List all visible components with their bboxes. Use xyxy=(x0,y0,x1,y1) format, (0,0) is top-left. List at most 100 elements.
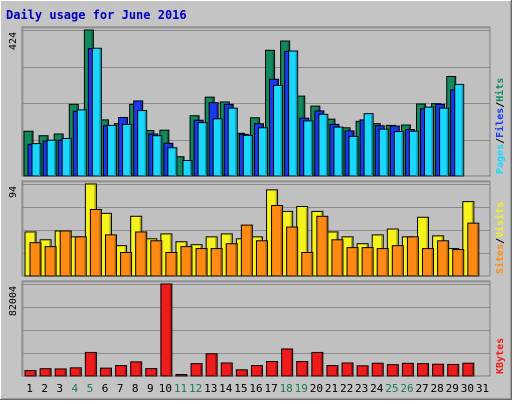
bar-pages-day-16 xyxy=(257,127,268,177)
bar-kbytes-day-6 xyxy=(99,367,112,377)
bar-sites-day-5 xyxy=(89,208,102,277)
bar-sites-day-10 xyxy=(165,252,178,277)
x-tick-label-5: 5 xyxy=(87,382,94,395)
bar-sites-day-7 xyxy=(120,252,133,277)
x-tick-label-14: 14 xyxy=(219,382,233,395)
bar-pages-day-27 xyxy=(424,106,435,177)
legend-item-visits: Visits xyxy=(494,202,506,238)
bar-sites-day-27 xyxy=(422,248,435,277)
x-tick-label-3: 3 xyxy=(56,382,63,395)
bar-kbytes-day-1 xyxy=(24,370,37,377)
bar-kbytes-day-12 xyxy=(190,363,203,377)
bar-pages-day-26 xyxy=(408,130,419,177)
bar-pages-day-23 xyxy=(363,113,374,177)
bar-pages-day-4 xyxy=(76,109,87,177)
bar-kbytes-day-9 xyxy=(145,368,158,377)
x-tick-label-24: 24 xyxy=(370,382,384,395)
bar-kbytes-day-16 xyxy=(250,365,263,377)
bar-kbytes-day-15 xyxy=(235,369,248,377)
x-tick-label-29: 29 xyxy=(446,382,459,395)
bar-pages-day-13 xyxy=(212,118,223,177)
bar-pages-day-12 xyxy=(197,122,208,177)
legend-item-kbytes: KBytes xyxy=(495,338,506,374)
bar-pages-day-9 xyxy=(152,135,163,177)
x-tick-label-21: 21 xyxy=(325,382,338,395)
bar-kbytes-day-21 xyxy=(326,365,339,377)
panel-kbytes: 82004 KBytes xyxy=(8,280,506,377)
x-tick-label-31: 31 xyxy=(476,382,489,395)
bar-pages-day-24 xyxy=(378,128,389,177)
bar-sites-day-30 xyxy=(467,222,480,277)
y-max-label-visits: 94 xyxy=(8,186,19,198)
bar-pages-day-14 xyxy=(227,107,238,177)
bar-kbytes-day-25 xyxy=(386,364,399,377)
bar-sites-day-8 xyxy=(135,231,148,277)
bar-sites-day-21 xyxy=(331,239,344,277)
bar-kbytes-day-8 xyxy=(130,361,143,377)
bar-pages-day-19 xyxy=(303,120,314,177)
bar-pages-day-6 xyxy=(106,124,117,177)
x-tick-label-22: 22 xyxy=(340,382,353,395)
x-tick-label-6: 6 xyxy=(102,382,109,395)
x-tick-label-16: 16 xyxy=(249,382,262,395)
bar-kbytes-day-22 xyxy=(341,362,354,377)
x-tick-label-9: 9 xyxy=(147,382,154,395)
bar-sites-day-22 xyxy=(346,247,359,277)
chart-title: Daily usage for June 2016 xyxy=(6,8,187,22)
bar-sites-day-28 xyxy=(437,240,450,277)
bar-pages-day-21 xyxy=(333,126,344,177)
x-tick-label-20: 20 xyxy=(310,382,323,395)
x-tick-label-13: 13 xyxy=(204,382,217,395)
bar-sites-day-15 xyxy=(240,224,253,277)
chart-panels: 424 Pages/Files/Hits 94 Sites/Visits 82004 KB… xyxy=(8,26,506,377)
bar-pages-day-7 xyxy=(122,123,133,177)
bar-kbytes-day-24 xyxy=(371,362,384,377)
bar-kbytes-day-4 xyxy=(69,367,82,377)
bar-pages-day-29 xyxy=(454,83,465,177)
bar-kbytes-day-10 xyxy=(160,283,173,377)
x-tick-label-15: 15 xyxy=(234,382,247,395)
bar-sites-day-17 xyxy=(271,205,284,277)
x-axis-labels: 1 2 3 4 5 6 7 8 9 10 11 12 13 14 15 16 17 18 19 20 21 22 23 24 2… xyxy=(26,382,489,395)
bar-kbytes-day-29 xyxy=(447,363,460,377)
x-tick-label-7: 7 xyxy=(117,382,124,395)
bar-sites-day-11 xyxy=(180,246,193,277)
y-max-label-hits: 424 xyxy=(8,32,19,50)
x-tick-label-19: 19 xyxy=(295,382,308,395)
bar-pages-day-5 xyxy=(91,47,102,177)
x-tick-label-28: 28 xyxy=(431,382,444,395)
bar-kbytes-day-20 xyxy=(311,351,324,377)
x-tick-label-30: 30 xyxy=(461,382,474,395)
bar-kbytes-day-3 xyxy=(54,368,67,377)
bar-pages-day-11 xyxy=(182,160,193,177)
bar-sites-day-23 xyxy=(361,247,374,277)
legend-item-hits: Hits xyxy=(494,78,506,102)
x-tick-label-4: 4 xyxy=(72,382,79,395)
bar-kbytes-day-30 xyxy=(462,362,475,377)
x-tick-label-12: 12 xyxy=(189,382,202,395)
x-tick-label-10: 10 xyxy=(159,382,172,395)
legend-kbytes: KBytes xyxy=(495,338,506,374)
bar-kbytes-day-27 xyxy=(417,363,430,377)
bar-kbytes-day-7 xyxy=(115,365,128,377)
bar-kbytes-day-28 xyxy=(432,363,445,377)
bar-pages-day-25 xyxy=(393,131,404,177)
bar-kbytes-day-2 xyxy=(39,368,52,377)
x-tick-label-1: 1 xyxy=(26,382,33,395)
panel-hits: 424 Pages/Files/Hits xyxy=(8,26,506,177)
bar-sites-day-18 xyxy=(286,226,299,277)
bar-sites-day-13 xyxy=(210,248,223,277)
bar-pages-day-3 xyxy=(61,137,72,177)
bar-kbytes-day-26 xyxy=(401,362,414,377)
y-max-label-kbytes: 82004 xyxy=(8,286,19,316)
bar-sites-day-14 xyxy=(225,243,238,277)
bar-sites-day-2 xyxy=(44,246,57,277)
bar-sites-day-20 xyxy=(316,215,329,277)
bar-kbytes-day-23 xyxy=(356,365,369,377)
x-tick-label-8: 8 xyxy=(132,382,139,395)
bar-kbytes-day-13 xyxy=(205,353,218,377)
bar-pages-day-1 xyxy=(31,143,42,177)
bar-sites-day-4 xyxy=(74,236,87,277)
